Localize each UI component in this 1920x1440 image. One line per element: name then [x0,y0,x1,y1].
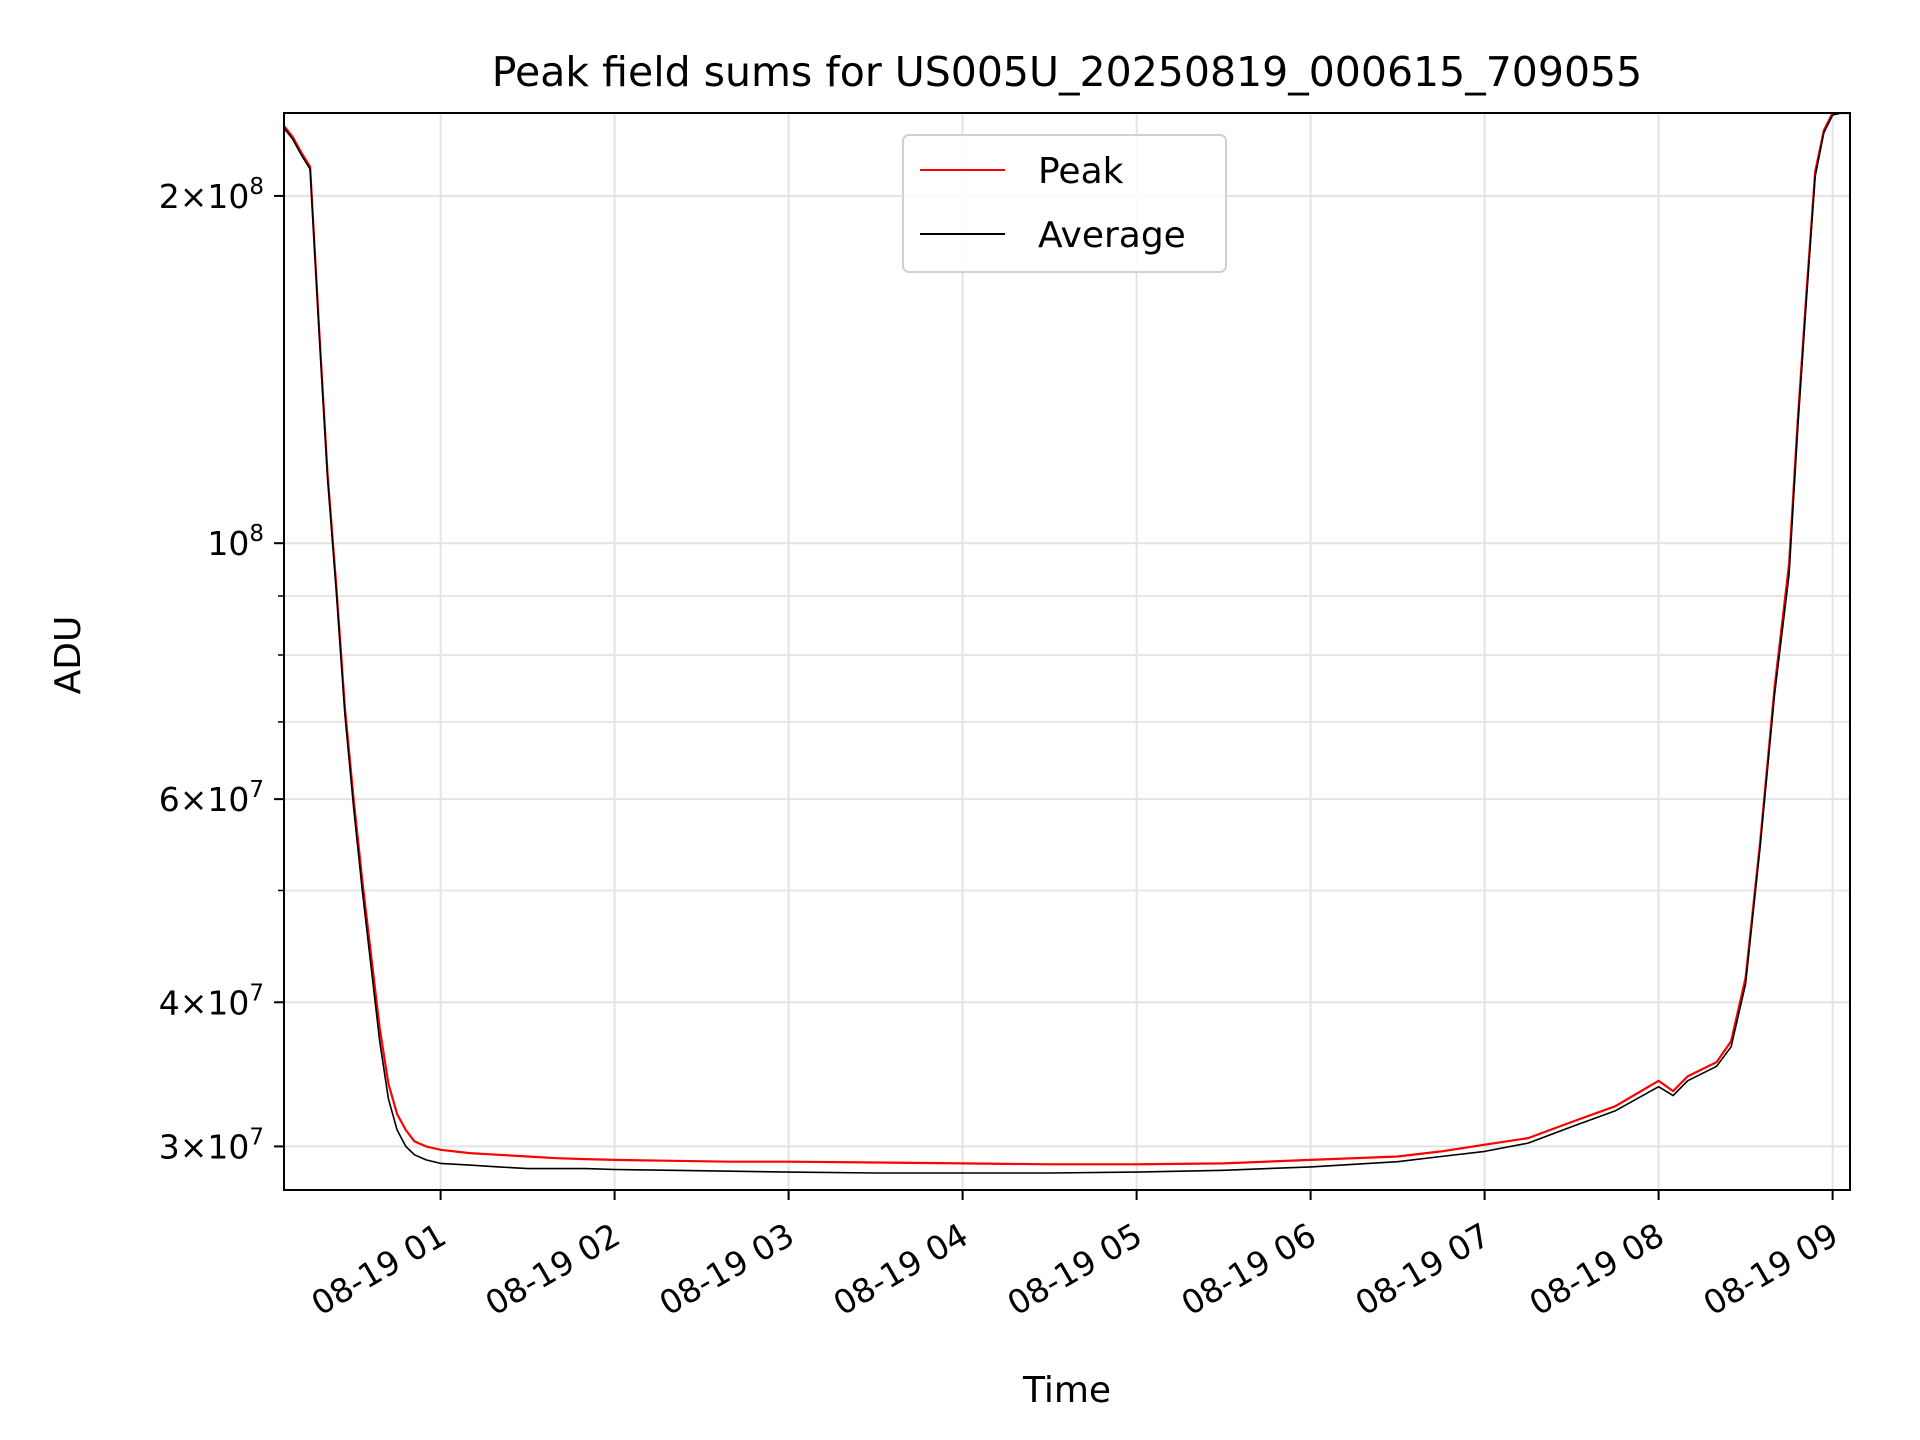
chart-title: Peak field sums for US005U_20250819_0006… [492,48,1642,96]
y-tick-label: 2×108 [159,174,264,216]
series-line-average [284,113,1850,1174]
grid [284,113,1850,1190]
legend-label-peak: Peak [1038,151,1124,192]
plot-area [284,113,1850,1174]
legend-label-average: Average [1038,215,1186,256]
y-tick-exponent: 8 [249,174,264,200]
legend: Peak Average [902,134,1227,273]
y-tick-mantissa: 4 [159,983,180,1022]
x-axis-label: Time [1022,1370,1111,1411]
y-tick-mantissa: 6 [159,780,180,819]
y-axis: 3×107 4×107 6×107 108 2×108 [159,174,284,1166]
y-tick-mantissa: 3 [159,1127,180,1166]
y-axis-label: ADU [48,616,89,695]
y-tick-label: 3×107 [159,1124,264,1166]
y-tick-exponent: 7 [249,980,264,1006]
y-tick-label: 6×107 [159,777,264,819]
axes-frame [283,112,1851,1191]
y-tick-label: 4×107 [159,980,264,1022]
y-tick-mantissa: 2 [159,177,180,216]
y-tick-exponent: 7 [249,777,264,803]
y-tick-label: 108 [207,521,264,563]
y-tick-exponent: 8 [249,521,264,547]
y-tick-exponent: 7 [249,1124,264,1150]
